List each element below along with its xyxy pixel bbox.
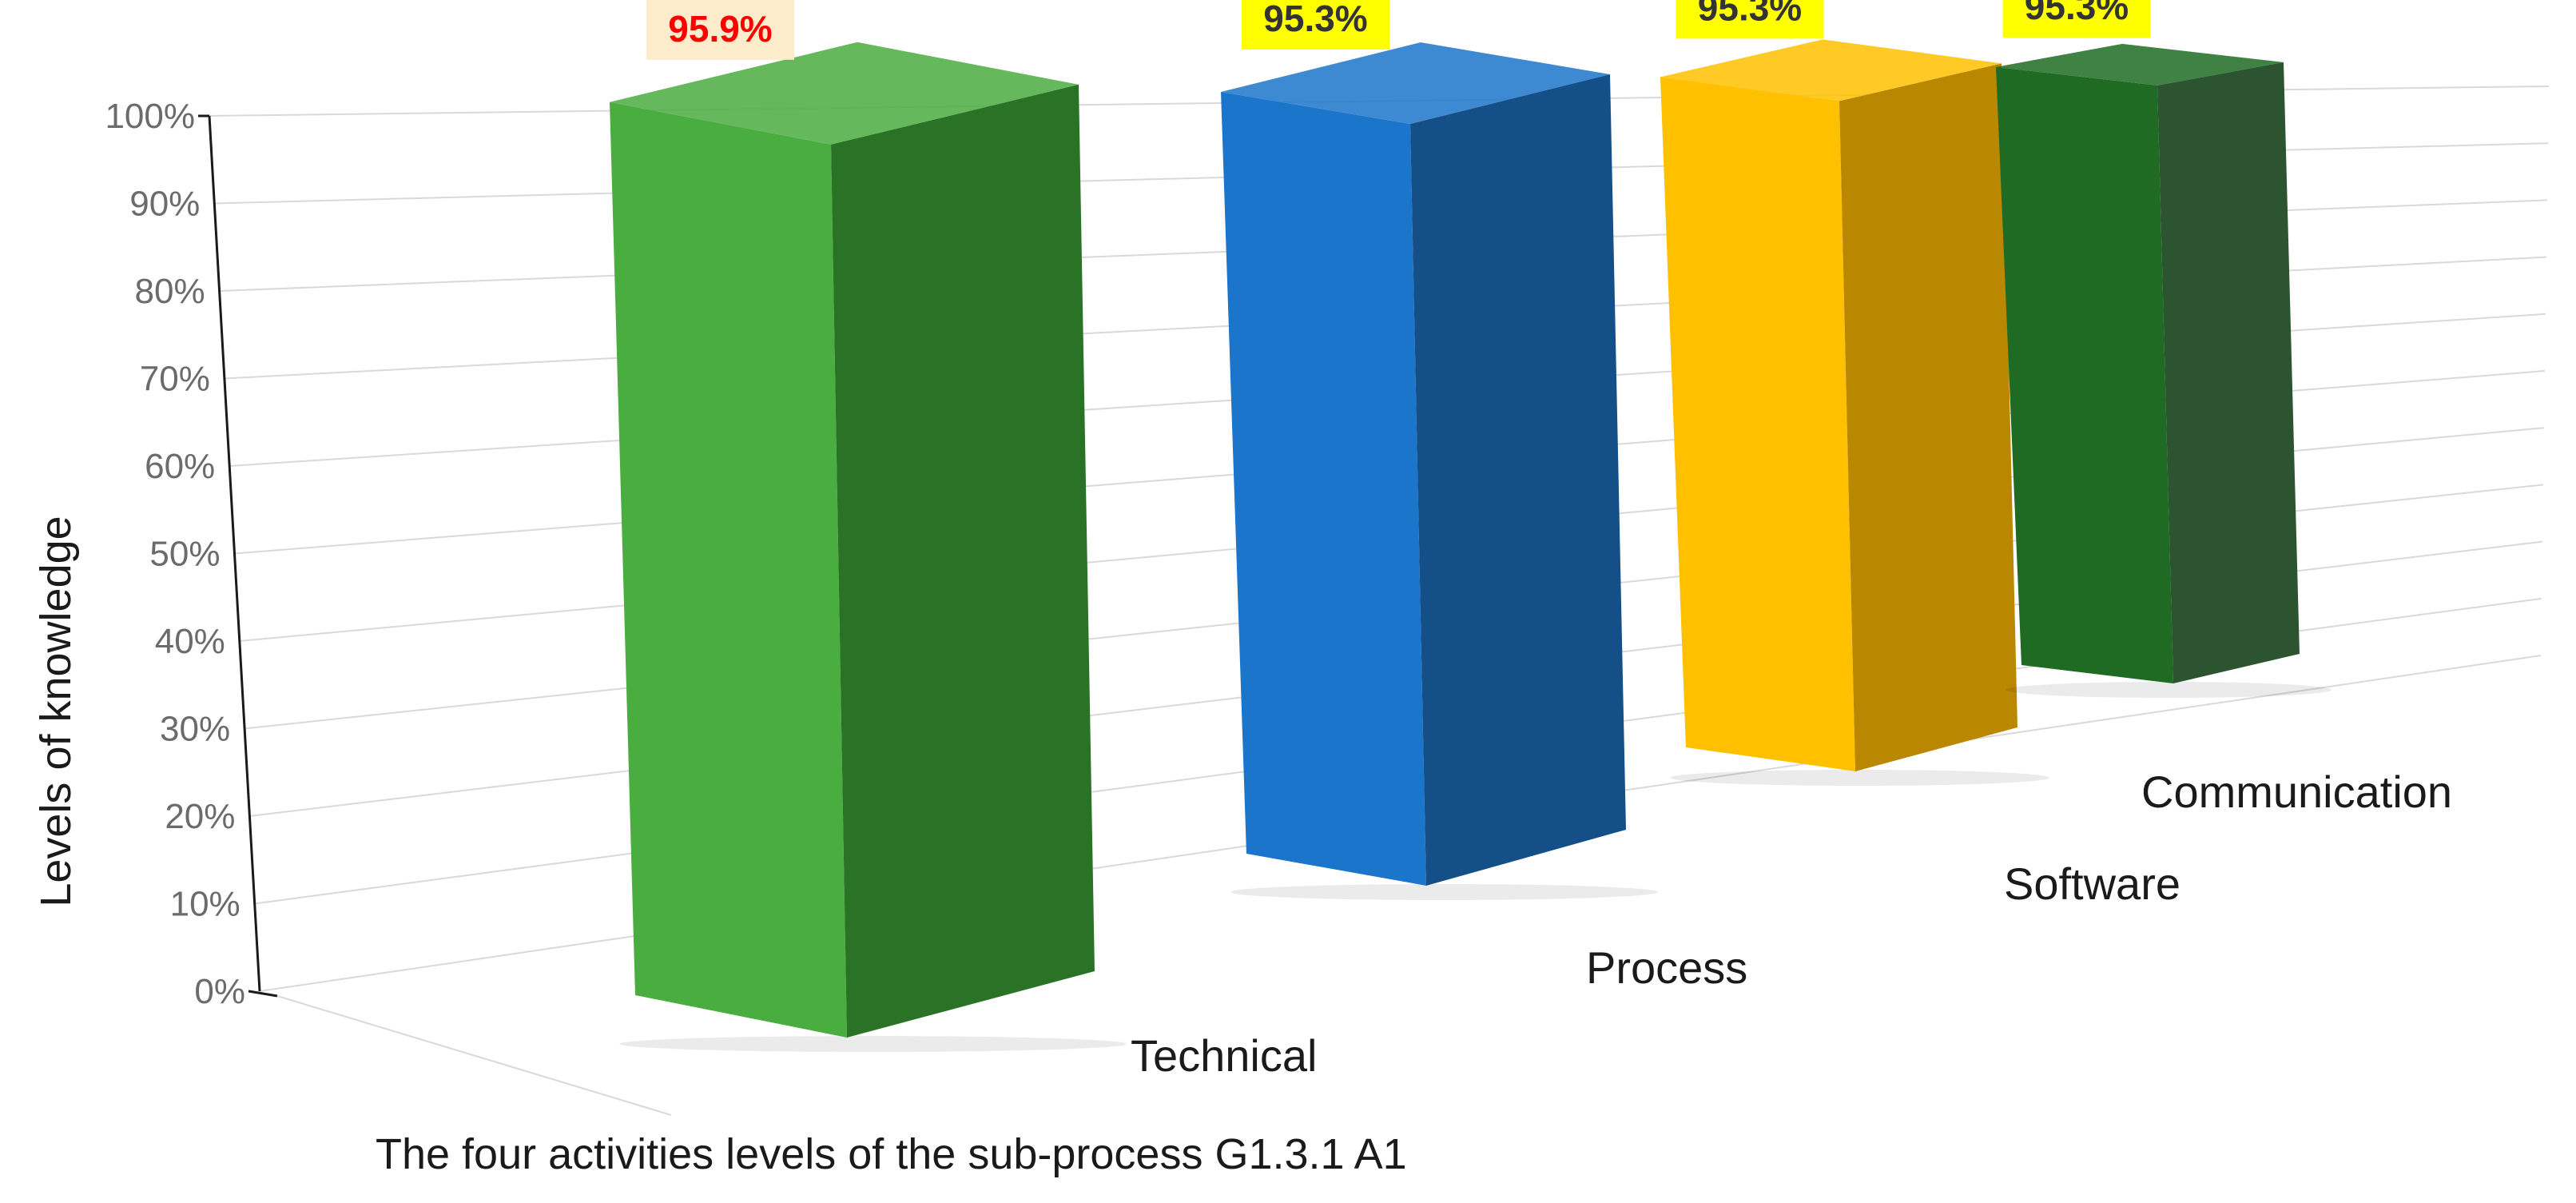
data-label: 95.3% (1676, 0, 1824, 39)
y-tick-label: 100% (105, 97, 195, 136)
y-tick-label: 0% (194, 972, 245, 1011)
bar-side-face (831, 84, 1095, 1038)
data-label-text: 95.9% (668, 8, 772, 50)
bars (610, 39, 2332, 1052)
y-tick-label: 20% (165, 797, 235, 836)
bar-top-face (610, 42, 1079, 145)
data-label-background (1676, 0, 1824, 39)
data-label-background (2002, 0, 2151, 38)
axes (198, 114, 672, 1116)
bar-shadow (2006, 682, 2332, 698)
x-axis-title: The four activities levels of the sub-pr… (376, 1130, 1407, 1178)
data-label: 95.3% (2002, 0, 2151, 38)
bar-front-face (1996, 66, 2173, 683)
category-label: Process (1586, 942, 1747, 993)
y-tick-label: 40% (155, 622, 225, 661)
bar-software (1660, 39, 2049, 786)
bar-shadow (619, 1036, 1127, 1052)
bar-process (1221, 42, 1658, 900)
data-label-text: 95.3% (1698, 0, 1802, 28)
bar-shadow (1670, 770, 2049, 786)
bar-front-face (1221, 92, 1426, 886)
category-label: Technical (1131, 1030, 1317, 1081)
y-tick-label: 70% (140, 360, 210, 399)
data-label-background (646, 0, 794, 60)
bar-technical (610, 42, 1127, 1052)
data-labels: 95.9% 95.3% 95.3% 95.3% (646, 0, 2151, 60)
bar-side-face (1410, 74, 1626, 886)
data-label-background (1242, 0, 1389, 50)
bar-top-face (1996, 43, 2284, 86)
y-tick-label: 30% (160, 710, 230, 749)
y-axis-title: Levels of knowledge (32, 516, 80, 906)
category-label: Software (2004, 858, 2180, 909)
bar-shadow (1230, 884, 1658, 900)
y-tick-label: 60% (145, 447, 215, 486)
bar-front-face (610, 102, 847, 1038)
y-tick-label: 90% (129, 185, 200, 224)
bar-side-face (2157, 62, 2300, 683)
data-label-text: 95.3% (1263, 0, 1367, 39)
y-axis-line (208, 115, 261, 992)
data-label: 95.3% (1242, 0, 1389, 50)
floor-edge (276, 995, 672, 1116)
y-tick-label: 80% (135, 272, 205, 311)
data-label-text: 95.3% (2025, 0, 2129, 27)
bar-top-face (1221, 42, 1610, 124)
bar-side-face (1839, 63, 2017, 772)
data-label: 95.9% (646, 0, 794, 60)
bar-front-face (1660, 77, 1855, 772)
y-tick-label: 10% (170, 885, 241, 924)
y-tick-labels: 0% 10% 20% 30% 40% 50% 60% 70% 80% 90% 100% (105, 97, 245, 1011)
category-label: Communication (2141, 767, 2452, 817)
category-labels: Technical Process Software Communication (1131, 767, 2452, 1081)
y-tick-label: 50% (149, 535, 220, 574)
bar-communication (1996, 43, 2332, 698)
y-axis-tick (248, 990, 278, 998)
bar-top-face (1660, 39, 2002, 102)
